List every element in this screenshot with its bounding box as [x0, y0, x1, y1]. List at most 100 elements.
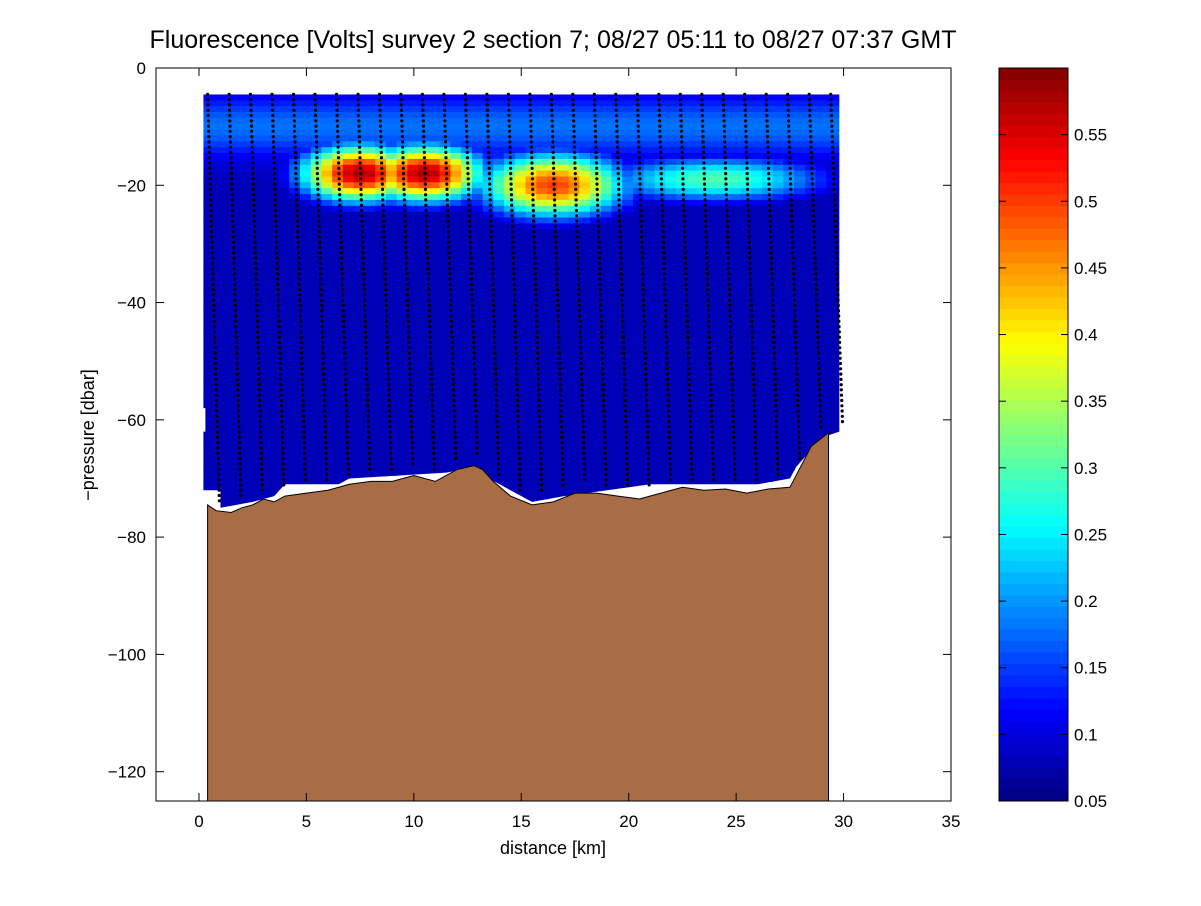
field-cell: [257, 346, 269, 353]
field-cell: [214, 205, 226, 213]
sample-point: [256, 356, 260, 360]
field-cell: [257, 405, 269, 412]
field-cell: [385, 106, 398, 113]
sample-point: [316, 182, 320, 186]
field-cell: [751, 452, 763, 459]
field-cell: [267, 428, 279, 436]
sample-point: [294, 161, 298, 165]
field-cell: [600, 170, 613, 178]
field-cell: [665, 463, 677, 471]
field-cell: [718, 334, 731, 342]
field-cell: [600, 323, 613, 330]
field-cell: [353, 387, 365, 395]
field-cell: [557, 100, 570, 107]
field-cell: [310, 182, 322, 189]
field-cell: [418, 199, 430, 207]
field-cell: [686, 346, 698, 353]
field-cell: [740, 205, 752, 213]
field-cell: [257, 182, 269, 189]
field-cell: [568, 487, 580, 494]
field-cell: [396, 463, 408, 471]
field-cell: [654, 469, 666, 477]
sample-point: [209, 208, 213, 213]
field-cell: [203, 94, 215, 101]
field-cell: [729, 323, 741, 330]
field-cell: [428, 229, 441, 236]
field-cell: [321, 381, 333, 389]
field-cell: [342, 235, 355, 242]
field-cell: [654, 229, 666, 236]
field-cell: [686, 340, 698, 348]
field-cell: [547, 440, 559, 447]
field-cell: [826, 235, 838, 242]
field-cell: [590, 317, 602, 324]
field-cell: [579, 135, 591, 142]
field-cell: [418, 422, 430, 430]
field-cell: [439, 440, 451, 447]
field-cell: [579, 411, 591, 418]
field-cell: [804, 381, 817, 389]
sample-point: [297, 282, 301, 286]
sample-point: [303, 467, 307, 471]
field-cell: [557, 246, 570, 254]
field-cell: [514, 399, 527, 406]
field-cell: [267, 328, 279, 336]
field-cell: [278, 422, 290, 430]
field-cell: [321, 117, 333, 125]
field-cell: [600, 346, 613, 353]
field-cell: [633, 317, 645, 324]
field-cell: [708, 100, 720, 107]
field-cell: [718, 375, 731, 383]
field-cell: [718, 440, 731, 447]
field-cell: [514, 217, 527, 224]
field-cell: [536, 176, 548, 183]
field-cell: [718, 217, 731, 224]
field-cell: [783, 381, 795, 389]
field-cell: [622, 264, 634, 271]
field-cell: [815, 205, 827, 213]
field-cell: [740, 252, 752, 260]
field-cell: [718, 311, 731, 318]
field-cell: [214, 463, 226, 471]
field-cell: [428, 311, 441, 318]
field-cell: [590, 264, 602, 271]
field-cell: [428, 246, 441, 254]
field-cell: [396, 258, 408, 266]
field-cell: [385, 135, 398, 142]
sample-point: [356, 103, 360, 107]
sample-point: [316, 203, 320, 207]
sample-point: [336, 129, 340, 133]
sample-point: [230, 208, 235, 213]
sample-point: [276, 282, 280, 286]
field-cell: [450, 229, 462, 236]
field-cell: [342, 205, 355, 213]
field-cell: [751, 276, 763, 283]
sample-point: [279, 393, 283, 397]
field-cell: [504, 94, 516, 101]
field-cell: [665, 317, 677, 324]
field-cell: [686, 452, 698, 459]
field-cell: [590, 211, 602, 219]
sample-point: [237, 425, 241, 429]
field-cell: [439, 270, 451, 277]
field-cell: [547, 446, 559, 453]
field-cell: [224, 135, 237, 142]
field-cell: [611, 358, 623, 365]
field-cell: [643, 153, 655, 160]
field-cell: [729, 182, 741, 189]
sample-point: [211, 282, 215, 286]
sample-point: [336, 150, 340, 154]
field-cell: [493, 317, 505, 324]
field-cell: [385, 422, 398, 430]
field-cell: [482, 223, 494, 230]
sample-point: [231, 235, 235, 239]
field-cell: [321, 276, 333, 283]
field-cell: [418, 358, 430, 365]
field-cell: [643, 123, 655, 131]
field-cell: [751, 352, 763, 359]
field-cell: [235, 94, 247, 101]
field-cell: [267, 135, 279, 142]
field-cell: [676, 100, 688, 107]
sample-point: [357, 140, 362, 144]
sample-point: [230, 182, 234, 186]
